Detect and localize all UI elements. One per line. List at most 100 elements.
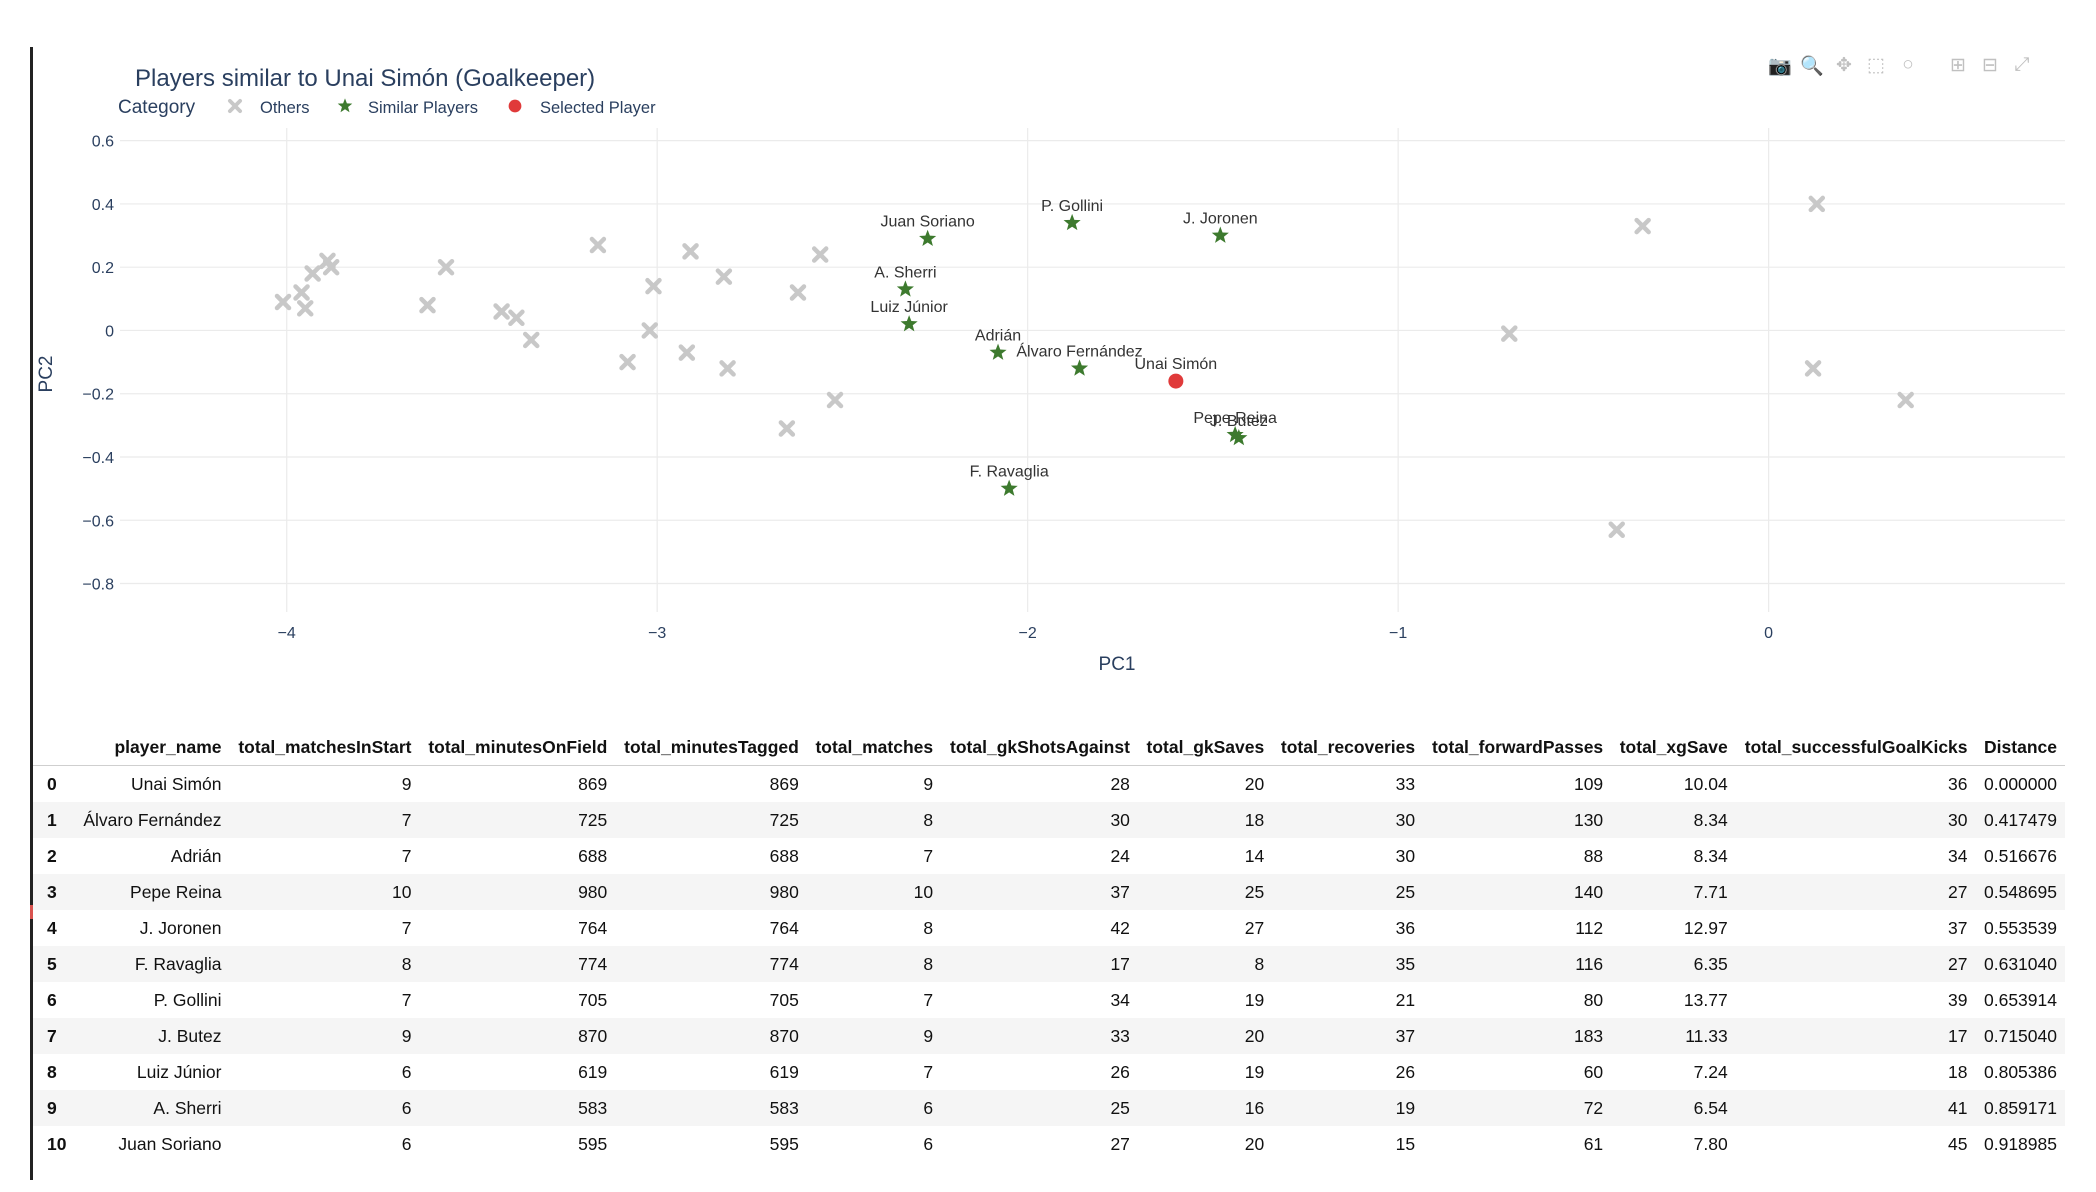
column-header: total_successfulGoalKicks: [1735, 730, 1976, 766]
table-cell: 13.77: [1683, 989, 1728, 1010]
legend[interactable]: Category Others Similar Players Selected P…: [118, 97, 656, 118]
point-others[interactable]: [1808, 195, 1826, 213]
point-similar-players[interactable]: [1000, 479, 1018, 496]
table-cell: 140: [1573, 881, 1604, 902]
point-others[interactable]: [811, 246, 829, 263]
table-row: 10 Juan Soriano 6 595 595 6 27 20 15 61 7.80 45 0.91…: [33, 1126, 2065, 1162]
table-cell: 9: [401, 1025, 412, 1046]
table-row: 7 J. Butez 9 870 870 9 33 20 37 183 11.33 17 0.71504…: [33, 1018, 2065, 1054]
x-axis-label: PC1: [1099, 654, 1136, 675]
row-index: 10: [47, 1133, 67, 1154]
legend-label: Selected Player: [540, 99, 656, 117]
table-row: 6 P. Gollini 7 705 705 7 34 19 21 80 13.77 39 0.6539…: [33, 982, 2065, 1018]
point-others[interactable]: [1501, 325, 1518, 342]
row-index: 1: [47, 809, 57, 830]
table-cell: 35: [1395, 953, 1416, 974]
table-cell: 8: [923, 917, 934, 938]
legend-marker[interactable]: [227, 98, 243, 114]
point-similar-players[interactable]: [1063, 213, 1081, 231]
data-points[interactable]: [274, 195, 1914, 539]
table-cell: 583: [578, 1097, 608, 1118]
table-cell: 7.71: [1693, 881, 1728, 902]
point-others[interactable]: [1608, 521, 1625, 539]
point-others[interactable]: [1804, 360, 1822, 377]
table-cell: 869: [769, 773, 799, 794]
table-cell: 36: [1395, 917, 1416, 938]
point-others[interactable]: [682, 243, 699, 260]
camera-icon[interactable]: 📷: [1768, 56, 1792, 77]
point-others[interactable]: [589, 236, 607, 254]
zoom-out-icon[interactable]: ⊟: [1982, 55, 1998, 76]
point-similar-players[interactable]: [1211, 226, 1229, 243]
legend-item-similar-players[interactable]: Similar Players: [337, 98, 478, 117]
table-cell: 37: [1395, 1025, 1416, 1046]
lasso-icon[interactable]: ○: [1902, 54, 1914, 75]
point-others[interactable]: [293, 284, 310, 301]
point-others[interactable]: [645, 277, 662, 295]
point-others[interactable]: [522, 331, 540, 349]
point-similar-players[interactable]: [989, 343, 1007, 360]
table-cell: 6: [923, 1097, 934, 1118]
scatter-chart[interactable]: −4 −3 −2 −1 0 0.6 0.4 0.2 0 −0.2 −0.4 −0.6 −0.8 Juan…: [0, 0, 2096, 720]
table-cell: 41: [1948, 1097, 1968, 1118]
point-others[interactable]: [719, 360, 736, 377]
pan-icon[interactable]: ✥: [1836, 55, 1852, 76]
cell-left-border: [30, 47, 33, 1180]
point-label: F. Ravaglia: [970, 464, 1049, 481]
point-others[interactable]: [296, 300, 314, 317]
point-similar-players[interactable]: [900, 315, 918, 332]
point-others[interactable]: [322, 258, 340, 276]
point-others[interactable]: [1897, 391, 1914, 409]
point-others[interactable]: [274, 293, 292, 311]
point-others[interactable]: [304, 265, 321, 282]
legend-marker[interactable]: [337, 98, 353, 113]
point-similar-players[interactable]: [1070, 359, 1089, 376]
table-cell: 0.805386: [1984, 1061, 2057, 1082]
table-cell: 116: [1575, 953, 1604, 974]
column-header: [33, 730, 75, 766]
autoscale-icon[interactable]: ⤢: [2014, 54, 2030, 75]
legend-item-others[interactable]: Others: [227, 98, 310, 117]
point-others[interactable]: [437, 258, 455, 276]
point-others[interactable]: [641, 322, 659, 339]
table-cell: 19: [1395, 1097, 1416, 1118]
table-body: 0 Unai Simón 9 869 869 9 28 20 33 109 10.04 36 0.000…: [33, 766, 2065, 1163]
point-others[interactable]: [826, 391, 844, 409]
point-others[interactable]: [789, 284, 807, 301]
point-others[interactable]: [619, 353, 636, 371]
point-others[interactable]: [715, 268, 733, 285]
zoom-in-icon[interactable]: ⊞: [1950, 55, 1966, 76]
table-cell: 25: [1244, 881, 1265, 902]
table-cell: Unai Simón: [131, 773, 222, 794]
table-cell: 109: [1573, 773, 1604, 794]
column-header: total_minutesTagged: [615, 730, 807, 766]
legend-marker[interactable]: [508, 99, 522, 113]
table-cell: 0.553539: [1984, 917, 2057, 938]
point-selected-player[interactable]: [1168, 373, 1184, 389]
row-index: 2: [47, 845, 57, 866]
table-cell: 764: [578, 917, 608, 938]
point-similar-players[interactable]: [919, 229, 937, 246]
zoom-icon[interactable]: 🔍: [1800, 56, 1824, 77]
table-cell: 583: [769, 1097, 799, 1118]
point-others[interactable]: [778, 420, 796, 437]
point-similar-players[interactable]: [1226, 425, 1244, 443]
point-label: Luiz Júnior: [870, 299, 948, 316]
table-cell: 870: [769, 1025, 799, 1046]
point-others[interactable]: [493, 303, 510, 320]
table-row: 5 F. Ravaglia 8 774 774 8 17 8 35 116 6.35 27 0.6310…: [33, 946, 2065, 982]
point-similar-players[interactable]: [896, 280, 914, 297]
point-others[interactable]: [1634, 217, 1651, 235]
table-cell: 8: [923, 809, 934, 830]
point-others[interactable]: [678, 344, 696, 361]
table-cell: 7: [401, 809, 412, 830]
select-icon[interactable]: ⬚: [1867, 55, 1885, 76]
similarity-table: player_name total_matchesInStart total_min…: [33, 730, 2065, 1162]
point-similar-players[interactable]: [1230, 429, 1248, 446]
point-others[interactable]: [419, 296, 436, 314]
legend-item-selected-player[interactable]: Selected Player: [508, 99, 656, 117]
table-cell: 9: [923, 1025, 934, 1046]
point-others[interactable]: [508, 309, 525, 327]
modebar-separator: [1928, 54, 1938, 78]
table-cell: 33: [1395, 773, 1416, 794]
